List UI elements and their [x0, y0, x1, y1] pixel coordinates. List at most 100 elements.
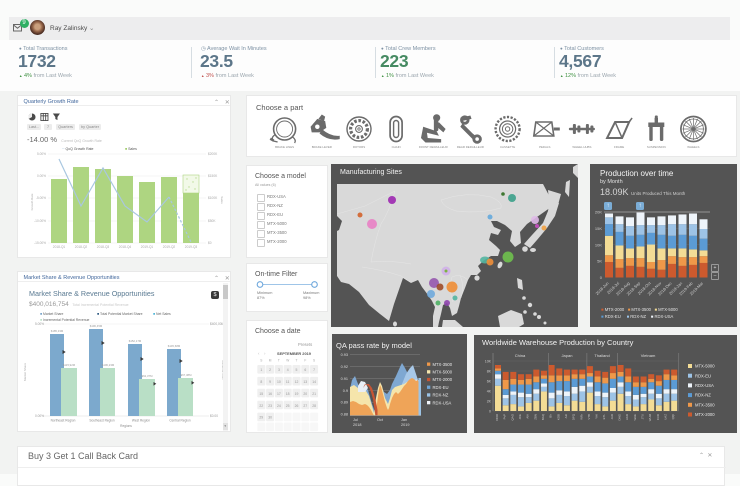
svg-text:$100K: $100K	[208, 196, 218, 200]
svg-text:2018-Q4: 2018-Q4	[119, 245, 132, 249]
svg-text:0.00%: 0.00%	[37, 174, 46, 178]
svg-text:-10.00%: -10.00%	[34, 219, 46, 223]
svg-text:RDX-USA: RDX-USA	[433, 400, 452, 405]
svg-text:$0.00: $0.00	[210, 414, 218, 418]
svg-text:2018-Q2: 2018-Q2	[75, 245, 88, 249]
svg-text:0.00%: 0.00%	[35, 414, 44, 418]
svg-text:RDX-NZ: RDX-NZ	[433, 393, 449, 398]
svg-text:RDX-EU: RDX-EU	[695, 373, 711, 378]
svg-text:5: 5	[296, 368, 298, 372]
svg-text:RDX-NZ: RDX-NZ	[695, 393, 711, 398]
svg-text:Jan: Jan	[401, 418, 407, 422]
svg-text:BIr: BIr	[549, 414, 553, 418]
svg-text:20K: 20K	[595, 210, 602, 215]
svg-text:FRAME: FRAME	[614, 145, 624, 149]
svg-text:0.91: 0.91	[341, 377, 348, 381]
svg-text:13: 13	[303, 380, 307, 384]
svg-text:23: 23	[268, 404, 272, 408]
svg-text:BAQ: BAQ	[541, 413, 545, 420]
svg-text:22: 22	[259, 404, 263, 408]
svg-text:30: 30	[268, 416, 272, 420]
svg-text:6K: 6K	[487, 379, 492, 383]
svg-text:Japan: Japan	[562, 353, 573, 358]
svg-text:CHAIN: CHAIN	[392, 145, 401, 149]
svg-text:ZBN: ZBN	[533, 414, 537, 420]
svg-text:16: 16	[268, 392, 272, 396]
svg-text:China: China	[515, 353, 526, 358]
svg-text:4K: 4K	[487, 389, 492, 393]
svg-text:ETL: ETL	[602, 414, 606, 420]
svg-text:0.92: 0.92	[341, 365, 348, 369]
svg-text:21: 21	[312, 392, 316, 396]
svg-text:26: 26	[295, 404, 299, 408]
svg-text:AIA: AIA	[526, 414, 530, 419]
svg-text:4: 4	[287, 368, 289, 372]
svg-text:$152,17M: $152,17M	[129, 339, 142, 343]
svg-text:WHEEL HUBS: WHEEL HUBS	[572, 145, 591, 149]
svg-text:RDX-USA: RDX-USA	[695, 383, 714, 388]
svg-text:ROTORS: ROTORS	[353, 145, 365, 149]
svg-text:DNG: DNG	[618, 413, 622, 420]
svg-text:2018: 2018	[353, 423, 361, 427]
svg-text:A2I: A2I	[564, 414, 568, 419]
svg-text:$0: $0	[208, 241, 212, 245]
svg-text:0: 0	[489, 409, 491, 413]
svg-text:$115,92M: $115,92M	[63, 363, 76, 367]
svg-text:WUM: WUM	[648, 413, 652, 421]
svg-text:Vietnam: Vietnam	[641, 353, 656, 358]
svg-text:$106,23M: $106,23M	[102, 363, 115, 367]
svg-text:S: S	[260, 359, 262, 363]
svg-text:S: S	[313, 359, 315, 363]
svg-text:6: 6	[304, 368, 306, 372]
svg-text:KOB: KOB	[556, 414, 560, 420]
svg-text:5K: 5K	[597, 259, 602, 264]
svg-text:28: 28	[312, 404, 316, 408]
svg-text:PvP: PvP	[503, 414, 507, 419]
svg-text:27: 27	[303, 404, 307, 408]
svg-text:MTX-2000: MTX-2000	[695, 412, 715, 417]
svg-text:1: 1	[260, 368, 262, 372]
svg-text:Regions: Regions	[120, 424, 132, 428]
svg-text:Northeast Region: Northeast Region	[51, 419, 76, 423]
svg-text:Jul: Jul	[353, 418, 358, 422]
svg-text:$196,45M: $196,45M	[90, 324, 103, 328]
svg-text:JAR: JAR	[610, 414, 614, 419]
svg-text:18: 18	[286, 392, 290, 396]
svg-text:$400,00M: $400,00M	[210, 322, 225, 326]
svg-text:OOO: OOO	[495, 413, 499, 420]
svg-text:FRONT DERAILLEUR: FRONT DERAILLEUR	[419, 145, 448, 149]
svg-text:0.9: 0.9	[343, 389, 348, 393]
svg-text:M: M	[269, 359, 272, 363]
svg-text:$200K: $200K	[208, 152, 218, 156]
svg-text:W: W	[286, 359, 289, 363]
svg-text:SEPTEMBER 2019: SEPTEMBER 2019	[277, 351, 312, 356]
svg-text:2018-Q3: 2018-Q3	[97, 245, 110, 249]
svg-text:0.89: 0.89	[341, 401, 348, 405]
svg-text:14: 14	[312, 380, 316, 384]
svg-text:UAZ: UAZ	[664, 414, 668, 420]
svg-text:15K: 15K	[595, 226, 602, 231]
svg-text:Central Region: Central Region	[169, 419, 190, 423]
svg-text:F: F	[304, 359, 306, 363]
svg-text:17: 17	[277, 392, 281, 396]
svg-text:Sales: Sales	[220, 196, 224, 204]
svg-text:YHI: YHI	[595, 414, 599, 419]
svg-text:MTX-5000: MTX-5000	[695, 364, 715, 369]
svg-text:5.00%: 5.00%	[35, 322, 44, 326]
svg-text:CXD: CXD	[656, 414, 660, 420]
svg-text:8K: 8K	[487, 369, 492, 373]
svg-text:CASSETTE: CASSETTE	[500, 145, 515, 149]
svg-text:$50K: $50K	[208, 219, 216, 223]
svg-text:10: 10	[277, 380, 281, 384]
svg-text:2019-Q1: 2019-Q1	[141, 245, 154, 249]
svg-text:2019-Q3: 2019-Q3	[185, 245, 198, 249]
svg-text:0.88: 0.88	[341, 413, 348, 417]
svg-text:2K: 2K	[487, 399, 492, 403]
svg-text:VTB: VTB	[587, 414, 591, 420]
svg-text:DFQ: DFQ	[572, 413, 576, 420]
svg-text:WHEELS: WHEELS	[687, 145, 699, 149]
svg-text:$145,68M: $145,68M	[168, 344, 181, 348]
svg-text:‹: ‹	[258, 351, 260, 356]
svg-text:-15.00%: -15.00%	[34, 241, 46, 245]
svg-text:Market Share: Market Share	[23, 363, 27, 381]
